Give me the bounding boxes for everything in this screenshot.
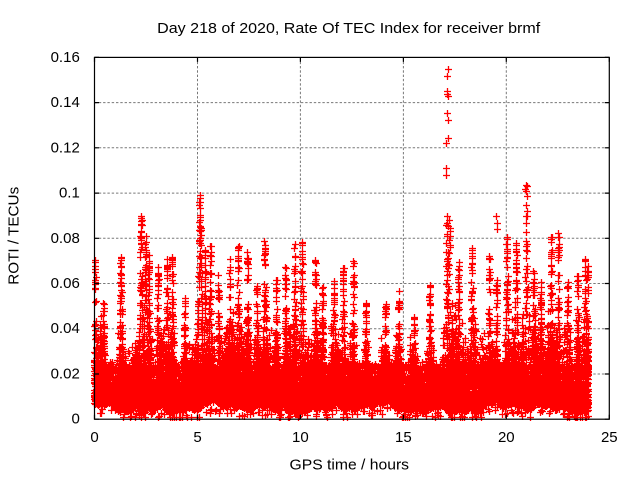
svg-text:20: 20 [498,429,515,446]
svg-text:0: 0 [71,411,79,428]
svg-text:Day 218 of 2020, Rate Of TEC I: Day 218 of 2020, Rate Of TEC Index for r… [157,20,541,37]
svg-text:25: 25 [601,429,618,446]
svg-text:0: 0 [90,429,98,446]
svg-text:GPS time / hours: GPS time / hours [290,457,410,474]
svg-text:ROTI / TECUs: ROTI / TECUs [6,187,23,285]
svg-text:5: 5 [193,429,201,446]
svg-text:0.04: 0.04 [51,320,80,337]
svg-text:10: 10 [292,429,309,446]
svg-text:0.14: 0.14 [51,94,80,111]
svg-text:0.02: 0.02 [51,366,80,383]
svg-text:0.12: 0.12 [51,139,80,156]
svg-text:0.06: 0.06 [51,275,80,292]
svg-text:0.1: 0.1 [59,185,80,202]
svg-text:0.08: 0.08 [51,230,80,247]
svg-text:15: 15 [395,429,412,446]
svg-text:0.16: 0.16 [51,49,80,66]
